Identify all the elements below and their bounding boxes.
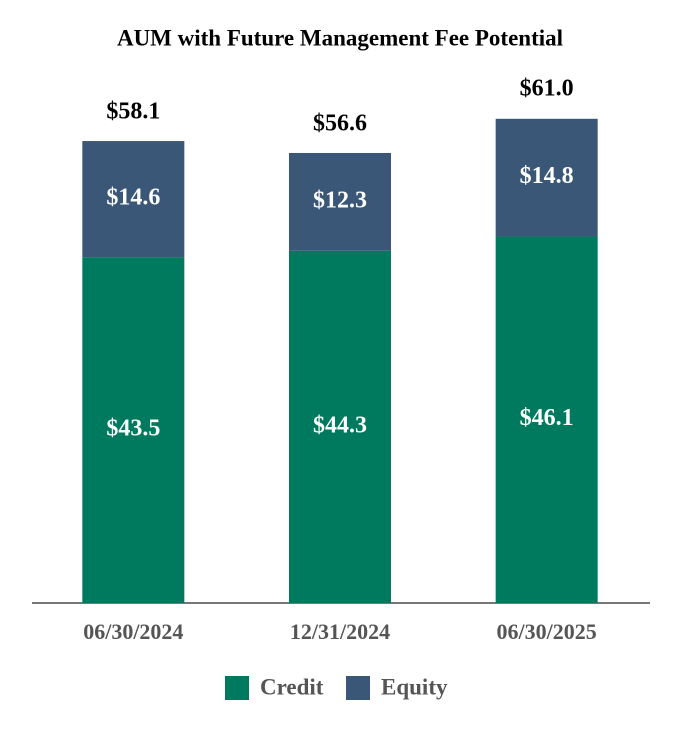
- bar-segment: [495, 236, 598, 603]
- value-label: $44.3: [313, 412, 367, 438]
- value-label: $43.5: [106, 416, 160, 442]
- x-tick-label: 12/31/2024: [290, 619, 390, 644]
- legend-label: Credit: [260, 674, 324, 699]
- bar-segment: [495, 118, 598, 237]
- bar-segment: [289, 152, 391, 251]
- value-label: $14.6: [106, 185, 160, 211]
- legend-swatch: [225, 676, 249, 700]
- x-tick-label: 06/30/2025: [497, 619, 597, 644]
- total-label: $58.1: [106, 99, 160, 125]
- chart-title: AUM with Future Management Fee Potential: [117, 25, 563, 50]
- bar-segment: [82, 141, 185, 258]
- x-tick-label: 06/30/2024: [83, 619, 183, 644]
- value-label: $12.3: [313, 187, 367, 213]
- value-label: $46.1: [520, 405, 574, 431]
- total-label: $61.0: [520, 76, 574, 102]
- legend-swatch: [346, 676, 370, 700]
- total-label: $56.6: [313, 110, 367, 136]
- value-label: $14.8: [520, 163, 574, 189]
- legend-label: Equity: [381, 674, 448, 699]
- bar-segment: [289, 250, 391, 603]
- bar-segment: [82, 257, 185, 603]
